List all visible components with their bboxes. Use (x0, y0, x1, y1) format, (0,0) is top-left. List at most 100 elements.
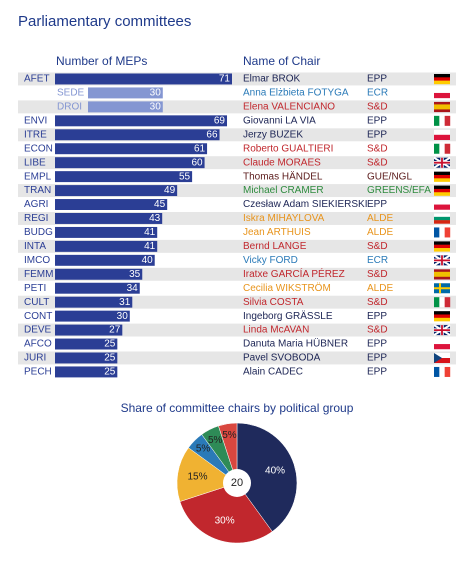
bar (88, 101, 163, 113)
chair-name: Vicky FORD (243, 255, 298, 266)
bar (88, 87, 163, 99)
value-label: 71 (219, 74, 231, 85)
chair-name: Alain CADEC (243, 367, 303, 378)
flag-stripe (434, 297, 440, 308)
flag-stripe (439, 227, 445, 238)
group-label: EPP (367, 199, 387, 210)
flag-stripe (434, 317, 450, 322)
group-label: EPP (367, 311, 387, 322)
flag-stripe (434, 276, 450, 280)
chair-name: Danuta Maria HÜBNER (243, 338, 348, 350)
chair-name: Iskra MIHAYLOVA (243, 213, 325, 224)
flag-stripe (439, 143, 445, 154)
chair-name: Thomas HÄNDEL (243, 170, 323, 182)
pie-slice (218, 422, 238, 484)
group-label: ECR (367, 88, 388, 99)
bar (55, 338, 118, 350)
bar (55, 268, 143, 280)
flag-stripe (434, 101, 450, 105)
group-label: GUE/NGL (367, 171, 412, 182)
category-label: PETI (24, 283, 46, 294)
bar (55, 143, 208, 155)
group-label: ALDE (367, 283, 393, 294)
flag-stripe (434, 80, 450, 85)
flag-stripe (434, 271, 450, 275)
pie-hole (223, 469, 251, 497)
flag-stripe (439, 366, 445, 377)
flag-stripe (434, 220, 450, 224)
row-band (18, 323, 456, 337)
group-label: GREENS/EFA (367, 185, 431, 196)
value-label: 66 (206, 129, 218, 140)
category-label: BUDG (24, 227, 53, 238)
flag-stripe (444, 115, 451, 126)
row-band (18, 100, 456, 114)
bar (55, 129, 220, 141)
page-title: Parliamentary committees (18, 13, 191, 30)
group-label: EPP (367, 367, 387, 378)
flag-cross (434, 157, 450, 168)
group-label: EPP (367, 115, 387, 126)
group-label: S&D (367, 325, 388, 336)
flag-cross (434, 283, 450, 294)
flag-stripe (434, 314, 450, 319)
category-label: LIBE (24, 157, 46, 168)
flag-stripe (434, 192, 450, 196)
group-label: S&D (367, 241, 388, 252)
value-label: 45 (154, 199, 166, 210)
chair-name: Linda McAVAN (243, 325, 309, 336)
bar (55, 185, 178, 197)
flag-stripe (434, 274, 450, 277)
chair-name: Czesław Adam SIEKIERSKI (243, 199, 368, 210)
pie-title: Share of committee chairs by political g… (121, 401, 354, 415)
flag-stripe (434, 248, 450, 252)
category-label: SEDE (57, 88, 85, 99)
slice-label: 40% (265, 465, 285, 476)
bar (55, 157, 205, 169)
chair-name: Jerzy BUZEK (243, 129, 303, 140)
value-label: 40 (142, 255, 154, 266)
bar (55, 199, 168, 210)
flag-stripe (434, 199, 450, 205)
category-label: ECON (24, 143, 53, 154)
value-label: 25 (104, 339, 116, 350)
chair-header: Name of Chair (243, 54, 320, 68)
flag-stripe (434, 134, 450, 140)
value-label: 35 (129, 269, 141, 280)
bar (55, 240, 158, 252)
row-band (18, 351, 456, 365)
value-label: 30 (150, 88, 162, 99)
flag-stripe (434, 77, 450, 81)
value-header: Number of MEPs (56, 54, 147, 68)
flag-stripe (434, 311, 450, 315)
flag-stripe (434, 339, 450, 345)
flag-stripe (434, 106, 450, 110)
category-label: AFCO (24, 339, 52, 350)
bar (55, 73, 232, 85)
flag-stripe (434, 353, 450, 358)
bar (55, 213, 163, 224)
bar (55, 366, 118, 378)
flag-stripe (434, 143, 440, 154)
category-label: AGRI (24, 199, 48, 210)
flag-stripe (434, 358, 450, 363)
flag-stripe (434, 188, 450, 193)
slice-label: 5% (196, 444, 211, 455)
value-label: 30 (117, 311, 129, 322)
category-label: ENVI (24, 115, 47, 126)
flag-stripe (434, 216, 450, 221)
chair-name: Elena VALENCIANO (243, 102, 335, 113)
chair-name: Ingeborg GRÄSSLE (243, 310, 333, 322)
group-label: S&D (367, 143, 388, 154)
flag-stripe (434, 129, 450, 135)
chair-name: Pavel SVOBODA (243, 353, 321, 364)
flag-stripe (434, 366, 440, 377)
flag-stripe (434, 74, 450, 78)
group-label: ECR (367, 255, 388, 266)
category-label: JURI (24, 353, 46, 364)
bar (55, 352, 118, 364)
flag-stripe (439, 115, 445, 126)
flag-stripe (434, 185, 450, 190)
chair-name: Silvia COSTA (243, 297, 304, 308)
